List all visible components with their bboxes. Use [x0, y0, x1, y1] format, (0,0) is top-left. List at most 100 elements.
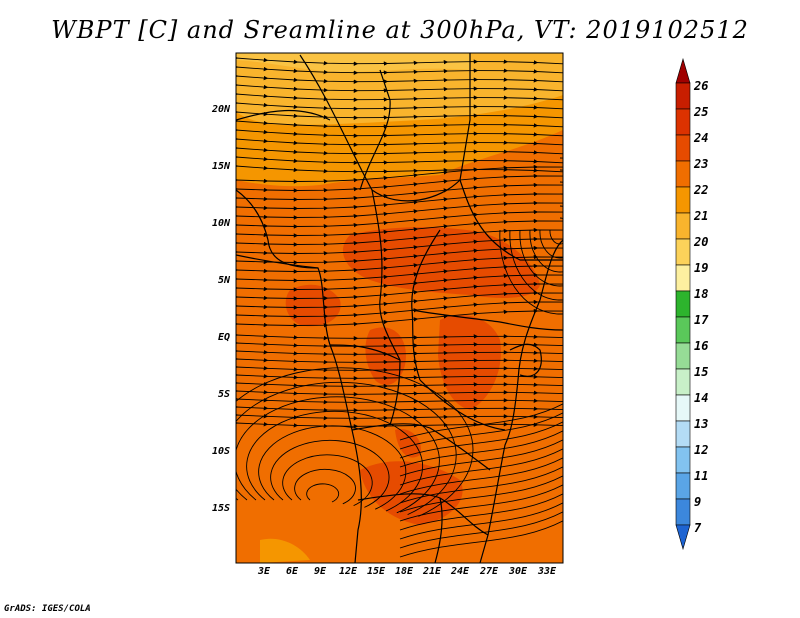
- streamline: [236, 129, 563, 138]
- colorbar-label: 11: [694, 469, 709, 483]
- map-frame: [235, 52, 564, 564]
- streamline: [399, 475, 563, 513]
- colorbar-label: 18: [694, 287, 709, 301]
- streamline: [399, 448, 563, 486]
- streamline: [282, 454, 373, 507]
- lon-label: 30E: [508, 566, 528, 577]
- streamline: [236, 341, 563, 349]
- streamline: [499, 157, 563, 315]
- streamline: [236, 120, 563, 129]
- streamline: [399, 466, 563, 504]
- streamline: [270, 439, 390, 508]
- streamline: [236, 156, 563, 165]
- colorbar-swatch: [675, 446, 691, 474]
- colorbar-label: 14: [694, 391, 709, 405]
- colorbar-label: 26: [694, 79, 709, 93]
- streamline: [236, 405, 563, 413]
- streamline: [236, 357, 563, 365]
- streamline: [236, 397, 563, 405]
- colorbar-label: 24: [694, 131, 709, 145]
- colorbar-swatch: [675, 186, 691, 214]
- colorbar-swatch: [675, 472, 691, 500]
- colorbar-swatch: [675, 57, 691, 84]
- streamline: [236, 93, 563, 102]
- colorbar: [675, 57, 691, 551]
- lat-label: 10N: [211, 218, 230, 229]
- streamline: [529, 193, 563, 273]
- colorbar-swatch: [675, 316, 691, 344]
- colorbar-swatch: [675, 108, 691, 136]
- colorbar-label: 13: [694, 417, 709, 431]
- streamline: [236, 57, 563, 66]
- streamline: [236, 349, 563, 357]
- chart-title: WBPT [C] and Sreamline at 300hPa, VT: 20…: [51, 16, 749, 44]
- colorbar-swatch: [675, 524, 691, 551]
- streamline: [236, 75, 563, 84]
- streamline: [236, 138, 563, 147]
- colorbar-label: 25: [694, 105, 709, 119]
- streamline: [549, 217, 563, 245]
- streamline: [236, 333, 563, 341]
- streamline: [306, 483, 340, 503]
- lat-label: 20N: [211, 104, 230, 115]
- lon-label: 6E: [285, 566, 299, 577]
- streamline: [236, 381, 563, 389]
- streamline: [399, 484, 563, 522]
- colorbar-label: 15: [694, 365, 709, 379]
- streamline: [294, 468, 356, 505]
- streamlines: [236, 57, 563, 558]
- colorbar-swatch: [675, 212, 691, 240]
- streamline: [246, 410, 424, 512]
- streamline: [236, 396, 440, 514]
- map-plot-area: [236, 53, 563, 563]
- streamline: [399, 502, 563, 540]
- colorbar-swatch: [675, 368, 691, 396]
- streamline: [236, 66, 563, 75]
- streamline: [236, 111, 563, 120]
- lat-label: 10S: [211, 446, 230, 457]
- lon-label: 33E: [537, 566, 557, 577]
- streamline: [236, 373, 563, 381]
- colorbar-swatch: [675, 264, 691, 292]
- streamline: [399, 457, 563, 495]
- colorbar-label: 9: [694, 495, 702, 509]
- lat-label: EQ: [217, 332, 230, 343]
- colorbar-label: 20: [694, 235, 709, 249]
- lat-label: 15S: [211, 503, 230, 514]
- lat-label: 15N: [211, 161, 230, 172]
- colorbar-swatch: [675, 342, 691, 370]
- lon-label: 18E: [394, 566, 414, 577]
- lon-label: 24E: [450, 566, 470, 577]
- streamline: [399, 412, 563, 450]
- streamline: [399, 430, 563, 468]
- streamline: [236, 421, 563, 429]
- colorbar-swatch: [675, 134, 691, 162]
- colorbar-swatch: [675, 498, 691, 526]
- lon-label: 27E: [479, 566, 499, 577]
- colorbar-swatch: [675, 160, 691, 188]
- colorbar-swatch: [675, 82, 691, 110]
- streamline: [399, 439, 563, 477]
- colorbar-label: 7: [694, 521, 702, 535]
- colorbar-label: 21: [694, 209, 709, 223]
- colorbar-swatch: [675, 394, 691, 422]
- lat-label: 5N: [217, 275, 230, 286]
- streamline: [519, 181, 563, 287]
- lon-label: 12E: [338, 566, 358, 577]
- lon-label: 21E: [422, 566, 442, 577]
- colorbar-label: 23: [694, 157, 709, 171]
- colorbar-label: 12: [694, 443, 709, 457]
- streamline: [236, 308, 563, 328]
- colorbar-label: 16: [694, 339, 709, 353]
- streamline: [236, 381, 457, 516]
- streamline: [236, 102, 563, 111]
- streamline: [399, 421, 563, 459]
- colorbar-label: 22: [694, 183, 709, 197]
- colorbar-swatch: [675, 290, 691, 318]
- colorbar-label: 17: [694, 313, 709, 327]
- streamline: [399, 511, 563, 549]
- lat-label: 5S: [217, 389, 230, 400]
- streamline: [236, 413, 563, 421]
- streamline: [236, 84, 563, 93]
